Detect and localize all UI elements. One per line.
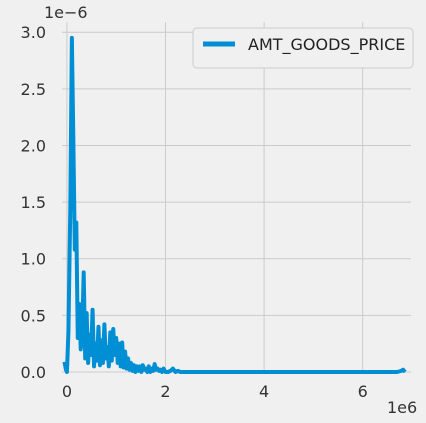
y-tick-label: 3.0	[21, 23, 46, 42]
y-tick-label: 2.0	[21, 136, 46, 155]
series-line	[62, 35, 407, 374]
tick-labels: 0.0 0.5 1.0 1.5 2.0 2.5 3.0 0 2 4 6	[21, 23, 368, 401]
legend-label: AMT_GOODS_PRICE	[248, 35, 405, 55]
x-tick-label: 0	[62, 382, 72, 401]
x-tick-label: 6	[358, 382, 368, 401]
x-tick-label: 2	[160, 382, 170, 401]
y-tick-label: 0.0	[21, 363, 46, 382]
y-tick-label: 2.5	[21, 80, 46, 99]
y-tick-label: 1.0	[21, 250, 46, 269]
x-offset-label: 1e6	[387, 398, 417, 417]
grid	[62, 22, 411, 373]
legend: AMT_GOODS_PRICE	[192, 27, 414, 69]
plot-area	[62, 35, 407, 374]
y-tick-label: 0.5	[21, 306, 46, 325]
legend-box	[192, 27, 414, 69]
x-tick-label: 4	[259, 382, 269, 401]
y-offset-label: 1e−6	[44, 3, 88, 22]
y-tick-label: 1.5	[21, 193, 46, 212]
